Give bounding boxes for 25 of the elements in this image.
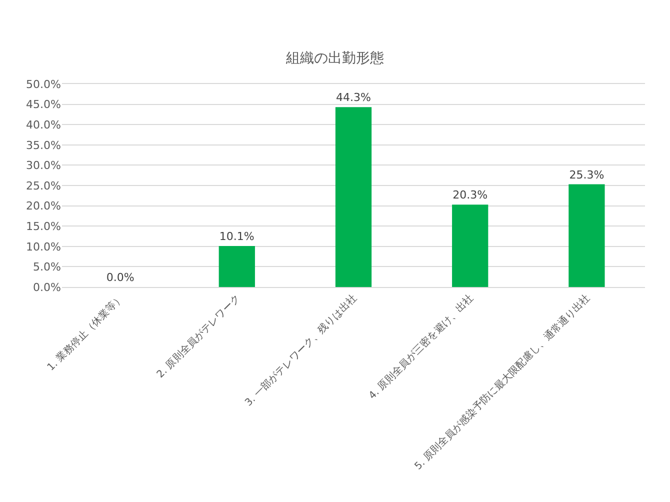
y-tick-label: 30.0% bbox=[26, 159, 61, 172]
y-tick-label: 50.0% bbox=[26, 78, 61, 91]
bar bbox=[568, 184, 605, 287]
x-tick-label: 1. 業務停止（休業等） bbox=[44, 292, 126, 374]
bar bbox=[452, 204, 488, 287]
y-tick-label: 5.0% bbox=[33, 260, 61, 274]
data-label: 44.3% bbox=[336, 91, 371, 104]
bar bbox=[218, 246, 255, 287]
data-label: 20.3% bbox=[452, 188, 488, 202]
y-tick-label: 0.0% bbox=[33, 280, 61, 294]
x-tick-label: 4. 原則全員が三密を避け、出社 bbox=[366, 292, 476, 402]
y-tick-label: 35.0% bbox=[26, 138, 61, 152]
chart-title: 組織の出勤形態 bbox=[285, 50, 384, 67]
y-tick-label: 20.0% bbox=[26, 200, 61, 213]
bar bbox=[335, 107, 372, 287]
x-tick-label: 3. 一部がテレワーク、残りは出社 bbox=[242, 292, 360, 409]
data-label: 10.1% bbox=[219, 230, 254, 243]
y-tick-label: 45.0% bbox=[26, 98, 61, 112]
x-tick-label: 2. 原則全員がテレワーク bbox=[154, 292, 243, 380]
y-tick-label: 15.0% bbox=[26, 220, 61, 233]
y-tick-label: 10.0% bbox=[26, 240, 61, 254]
y-tick-label: 25.0% bbox=[26, 179, 61, 192]
data-label: 25.3% bbox=[569, 168, 604, 182]
y-tick-label: 40.0% bbox=[26, 118, 61, 132]
data-label: 0.0% bbox=[106, 271, 134, 284]
